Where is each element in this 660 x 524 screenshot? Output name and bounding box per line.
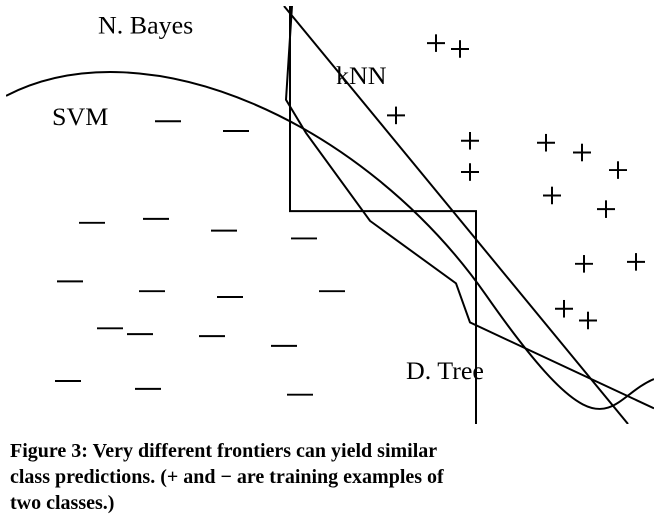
plus-marker <box>597 200 615 218</box>
plus-marker <box>555 300 573 318</box>
svm-label: SVM <box>52 102 108 131</box>
plot-svg: N. Bayes kNN SVM D. Tree <box>6 6 654 424</box>
plus-marker <box>461 132 479 150</box>
caption-line: Figure 3: Very different frontiers can y… <box>10 440 437 462</box>
plus-marker <box>573 144 591 162</box>
figure-frame: N. Bayes kNN SVM D. Tree <box>6 6 654 424</box>
plus-marker <box>575 255 593 273</box>
plus-marker <box>543 187 561 205</box>
plus-marker <box>451 40 469 58</box>
plus-marker <box>427 34 445 52</box>
plus-marker <box>609 161 627 179</box>
dtree-label: D. Tree <box>406 356 484 385</box>
plus-marker <box>537 134 555 152</box>
plus-marker <box>387 107 405 125</box>
plus-markers <box>387 34 645 329</box>
plus-marker <box>579 312 597 330</box>
nbayes-label: N. Bayes <box>98 11 193 40</box>
minus-markers <box>55 121 345 394</box>
knn-label: kNN <box>336 61 387 90</box>
figure-caption: Figure 3: Very different frontiers can y… <box>10 438 650 516</box>
plus-marker <box>461 163 479 181</box>
caption-line: class predictions. (+ and − are training… <box>10 466 444 488</box>
caption-line: two classes.) <box>10 492 114 514</box>
plus-marker <box>627 253 645 271</box>
